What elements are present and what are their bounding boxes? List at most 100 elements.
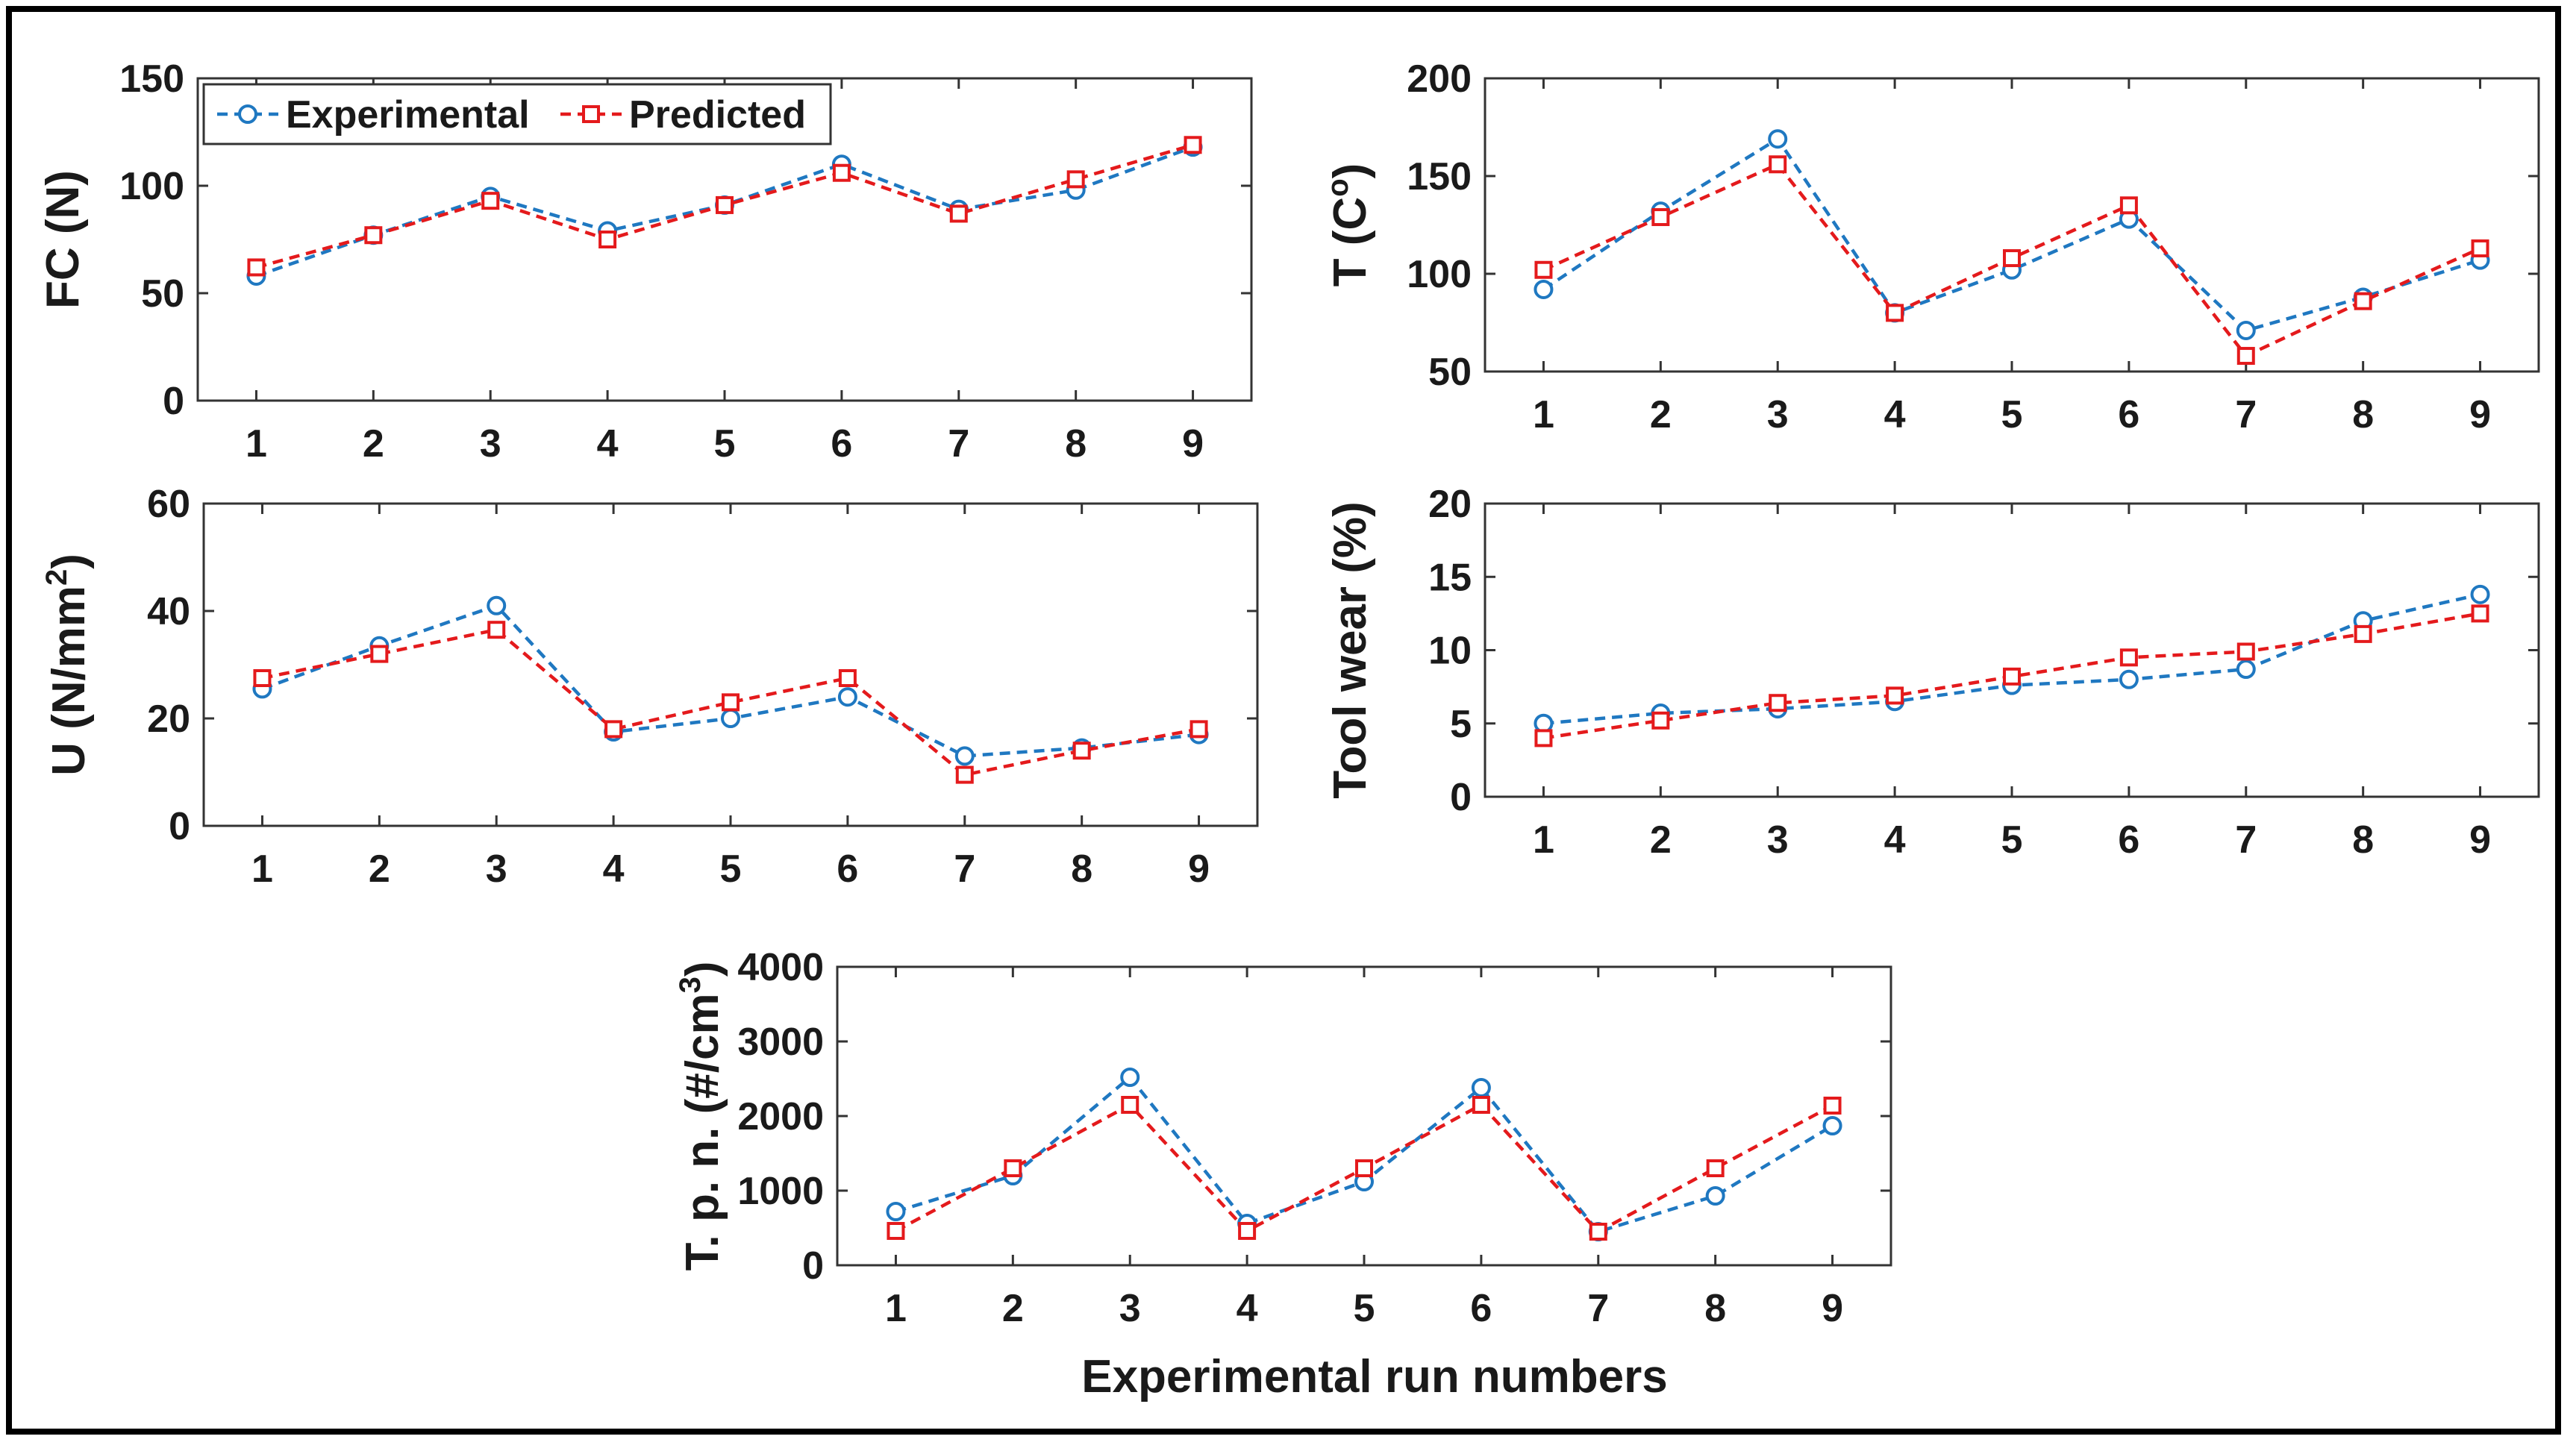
- x-tick-label-t-2: 3: [1767, 393, 1789, 436]
- point-predicted-toolwear-6: [2236, 642, 2255, 661]
- point-experimental-tpn-5: [1471, 1078, 1491, 1097]
- x-tick-label-t-8: 9: [2469, 393, 2491, 436]
- point-predicted-toolwear-0: [1534, 729, 1553, 748]
- point-experimental-tpn-7: [1705, 1186, 1725, 1206]
- x-tick-label-u-0: 1: [251, 847, 273, 891]
- x-tick-label-toolwear-7: 8: [2352, 818, 2374, 862]
- point-predicted-toolwear-1: [1651, 711, 1670, 730]
- y-tick-label-toolwear-4: 20: [1428, 483, 1472, 526]
- y-axis-label-end-u: ): [43, 554, 95, 569]
- panel-tpn: 0 1000 2000 3000 4000 1 2 3 4 5 6 7 8 9 T. p. n. (#/cm…: [674, 946, 1892, 1330]
- point-experimental-tpn-0: [886, 1202, 906, 1221]
- x-tick-label-u-2: 3: [486, 847, 507, 891]
- point-experimental-t-2: [1768, 129, 1788, 149]
- point-predicted-u-1: [370, 645, 389, 663]
- point-predicted-t-0: [1534, 260, 1553, 279]
- y-tick-label-toolwear-1: 5: [1450, 703, 1472, 746]
- y-axis-label-main-t: T (C: [1325, 197, 1376, 287]
- series-line-t-0: [1542, 137, 2481, 333]
- figure-frame: [6, 6, 2561, 1435]
- point-predicted-t-1: [1651, 208, 1670, 227]
- point-experimental-t-0: [1534, 279, 1554, 299]
- point-predicted-fc-3: [598, 231, 617, 248]
- legend-marker-predicted: [582, 105, 600, 123]
- x-tick-label-u-4: 5: [720, 847, 742, 891]
- panel-t: 50 100 150 200 1 2 3 4 5 6 7 8 9 T (Co): [1322, 57, 2540, 436]
- x-tick-label-u-7: 8: [1071, 847, 1092, 891]
- x-tick-label-tpn-0: 1: [885, 1287, 907, 1330]
- point-experimental-toolwear-6: [2236, 659, 2256, 680]
- x-tick-label-toolwear-0: 1: [1533, 818, 1554, 862]
- point-predicted-tpn-7: [1706, 1159, 1725, 1177]
- x-tick-label-tpn-7: 8: [1704, 1287, 1726, 1330]
- x-tick-label-fc-6: 7: [948, 422, 969, 466]
- point-experimental-toolwear-5: [2119, 669, 2139, 689]
- point-experimental-u-5: [837, 687, 857, 707]
- point-predicted-tpn-5: [1472, 1096, 1490, 1114]
- series-line-u-1: [261, 627, 1199, 777]
- point-predicted-u-0: [253, 669, 272, 687]
- point-predicted-toolwear-7: [2354, 624, 2372, 643]
- y-axis-label-tpn: T. p. n. (#/cm3): [674, 962, 728, 1271]
- x-tick-label-u-6: 7: [954, 847, 975, 891]
- point-predicted-t-3: [1886, 304, 1904, 322]
- x-tick-label-u-1: 2: [369, 847, 390, 891]
- legend-label-predicted: Predicted: [629, 93, 806, 137]
- x-tick-label-tpn-5: 6: [1470, 1287, 1492, 1330]
- point-experimental-toolwear-8: [2470, 584, 2490, 604]
- x-tick-label-tpn-2: 3: [1119, 1287, 1141, 1330]
- point-predicted-u-8: [1189, 720, 1208, 739]
- x-tick-label-toolwear-3: 4: [1884, 818, 1906, 862]
- point-predicted-fc-0: [247, 258, 266, 277]
- y-axis-label-fc: FC (N): [37, 170, 89, 309]
- y-tick-label-tpn-4: 4000: [737, 946, 824, 989]
- x-tick-label-t-3: 4: [1884, 393, 1906, 436]
- x-tick-label-tpn-8: 9: [1822, 1287, 1843, 1330]
- y-axis-label-sup-tpn: 3: [674, 977, 707, 993]
- point-predicted-tpn-8: [1823, 1097, 1842, 1115]
- x-tick-label-fc-2: 3: [480, 422, 501, 466]
- y-axis-label-end-t: ): [1325, 163, 1376, 179]
- x-tick-label-fc-5: 6: [831, 422, 852, 466]
- panel-toolwear: 0 5 10 15 20 1 2 3 4 5 6 7 8 9 Tool wear (%): [1325, 483, 2540, 862]
- point-predicted-tpn-1: [1004, 1159, 1022, 1177]
- y-tick-label-fc-2: 100: [119, 165, 184, 208]
- point-predicted-fc-5: [832, 163, 851, 182]
- y-axis-label-t: T (Co): [1322, 163, 1376, 287]
- series-line-u-0: [261, 604, 1199, 758]
- y-tick-label-fc-1: 50: [141, 272, 184, 316]
- point-experimental-t-6: [2236, 320, 2256, 340]
- point-predicted-tpn-3: [1238, 1222, 1257, 1240]
- point-predicted-t-4: [2003, 249, 2021, 268]
- x-tick-label-fc-1: 2: [363, 422, 384, 466]
- y-tick-label-tpn-1: 1000: [737, 1170, 824, 1213]
- y-tick-label-fc-0: 0: [163, 380, 184, 423]
- y-tick-label-toolwear-0: 0: [1450, 776, 1472, 819]
- series-line-toolwear-0: [1543, 592, 2481, 725]
- y-tick-label-u-2: 40: [147, 590, 190, 633]
- y-axis-label-main-u: U (N/mm: [43, 586, 95, 776]
- point-experimental-u-2: [487, 595, 507, 615]
- y-tick-label-t-2: 150: [1407, 155, 1472, 198]
- legend-marker-experimental: [238, 104, 257, 124]
- y-axis-label-sup-u: 2: [40, 569, 73, 586]
- x-tick-label-tpn-4: 5: [1354, 1287, 1375, 1330]
- point-predicted-fc-4: [716, 195, 734, 214]
- x-tick-label-toolwear-8: 9: [2469, 818, 2491, 862]
- point-predicted-fc-8: [1184, 136, 1202, 154]
- x-tick-label-u-5: 6: [837, 847, 858, 891]
- panel-fc: 0 50 100 150 1 2 3 4 5 6 7 8 9 FC (N) Experimental Pred…: [37, 57, 1253, 466]
- y-axis-label-end-tpn: ): [677, 962, 728, 977]
- point-predicted-u-4: [722, 693, 740, 712]
- point-predicted-u-3: [604, 720, 623, 739]
- y-tick-label-u-1: 20: [147, 698, 190, 741]
- x-tick-label-t-7: 8: [2352, 393, 2374, 436]
- point-experimental-tpn-2: [1120, 1068, 1140, 1087]
- y-tick-label-u-0: 0: [169, 805, 190, 848]
- y-axis-label-sup-t: o: [1322, 178, 1354, 196]
- point-predicted-t-8: [2471, 239, 2489, 257]
- point-predicted-tpn-0: [887, 1222, 905, 1240]
- point-predicted-tpn-4: [1355, 1159, 1373, 1177]
